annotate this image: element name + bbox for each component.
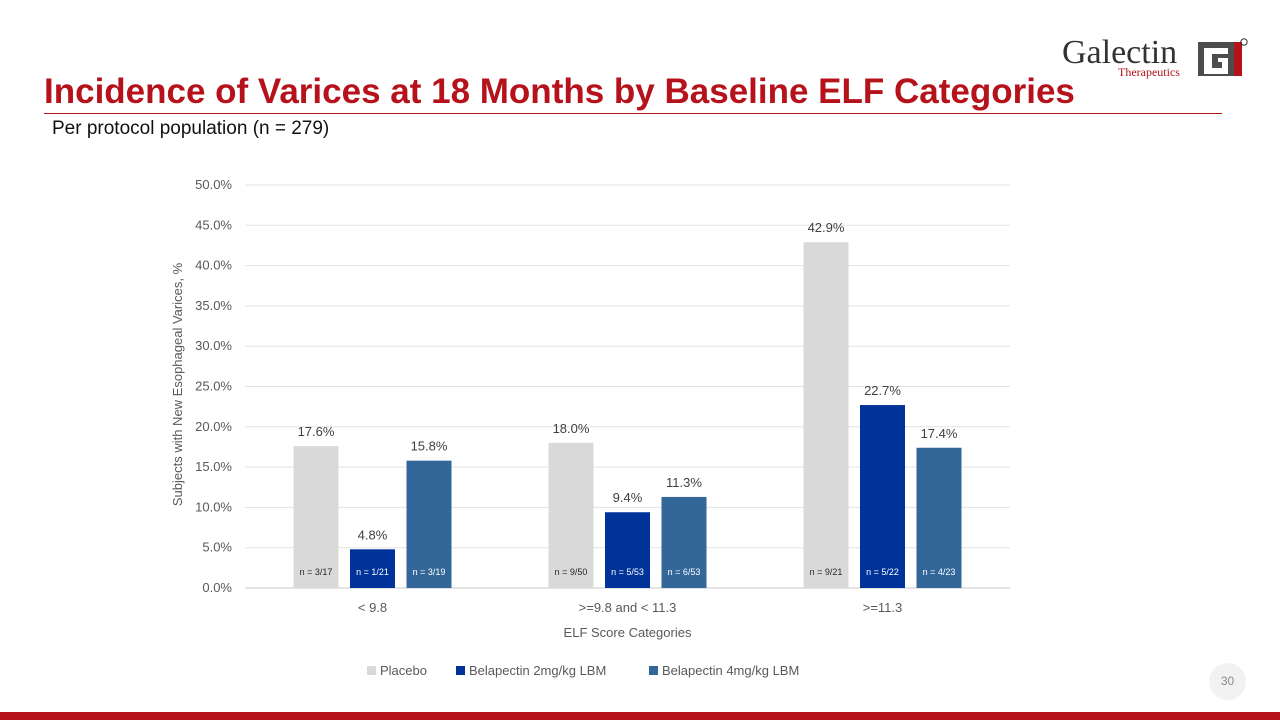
- legend-swatch: [367, 666, 376, 675]
- y-tick-label: 25.0%: [195, 379, 232, 394]
- bar-n-label: n = 6/53: [668, 567, 701, 577]
- y-tick-label: 30.0%: [195, 338, 232, 353]
- y-tick-label: 15.0%: [195, 459, 232, 474]
- data-label: 4.8%: [358, 527, 388, 542]
- bar-n-label: n = 9/50: [555, 567, 588, 577]
- legend-label: Belapectin 4mg/kg LBM: [662, 663, 799, 678]
- logo-wordmark: Galectin: [1062, 34, 1178, 71]
- data-label: 22.7%: [864, 383, 901, 398]
- bar: [916, 447, 962, 588]
- y-axis-title: Subjects with New Esophageal Varices, %: [170, 262, 185, 506]
- bar: [860, 405, 905, 588]
- data-label: 18.0%: [553, 421, 590, 436]
- logo-tagline: Therapeutics: [1118, 65, 1180, 79]
- data-label: 9.4%: [613, 490, 643, 505]
- y-tick-label: 45.0%: [195, 217, 232, 232]
- bar: [293, 446, 339, 588]
- legend-label: Placebo: [380, 663, 427, 678]
- bar: [803, 242, 849, 588]
- bar-n-label: n = 1/21: [356, 567, 389, 577]
- company-logo: Galectin Therapeutics: [1062, 36, 1248, 82]
- bar-n-label: n = 3/19: [413, 567, 446, 577]
- x-axis-title: ELF Score Categories: [564, 625, 692, 640]
- title-divider: [44, 113, 1222, 114]
- bar-n-label: n = 4/23: [923, 567, 956, 577]
- y-tick-label: 50.0%: [195, 177, 232, 192]
- data-label: 17.6%: [298, 424, 335, 439]
- bar-n-label: n = 5/22: [866, 567, 899, 577]
- y-tick-label: 10.0%: [195, 499, 232, 514]
- bar: [605, 512, 650, 588]
- y-tick-label: 40.0%: [195, 258, 232, 273]
- bar: [548, 442, 594, 588]
- bar-n-label: n = 9/21: [810, 567, 843, 577]
- bar: [350, 549, 395, 588]
- x-tick-label: < 9.8: [358, 600, 387, 615]
- gt-logo-icon: [1198, 38, 1248, 76]
- data-label: 11.3%: [666, 475, 702, 490]
- legend-swatch: [649, 666, 658, 675]
- y-tick-label: 20.0%: [195, 419, 232, 434]
- page-number: 30: [1209, 663, 1246, 700]
- x-tick-label: >=11.3: [863, 600, 903, 615]
- bar-n-label: n = 3/17: [300, 567, 333, 577]
- data-label: 17.4%: [921, 426, 958, 441]
- bar: [661, 496, 707, 588]
- data-label: 15.8%: [411, 439, 448, 454]
- y-tick-label: 35.0%: [195, 298, 232, 313]
- bar: [406, 460, 452, 588]
- legend-swatch: [456, 666, 465, 675]
- bar-n-label: n = 5/53: [611, 567, 644, 577]
- slide-title: Incidence of Varices at 18 Months by Bas…: [44, 72, 1075, 111]
- legend-label: Belapectin 2mg/kg LBM: [469, 663, 606, 678]
- data-label: 42.9%: [808, 220, 845, 235]
- y-tick-label: 5.0%: [202, 540, 232, 555]
- y-tick-label: 0.0%: [202, 580, 232, 595]
- footer-bar: [0, 712, 1280, 720]
- slide-subtitle: Per protocol population (n = 279): [52, 118, 330, 139]
- x-tick-label: >=9.8 and < 11.3: [579, 600, 677, 615]
